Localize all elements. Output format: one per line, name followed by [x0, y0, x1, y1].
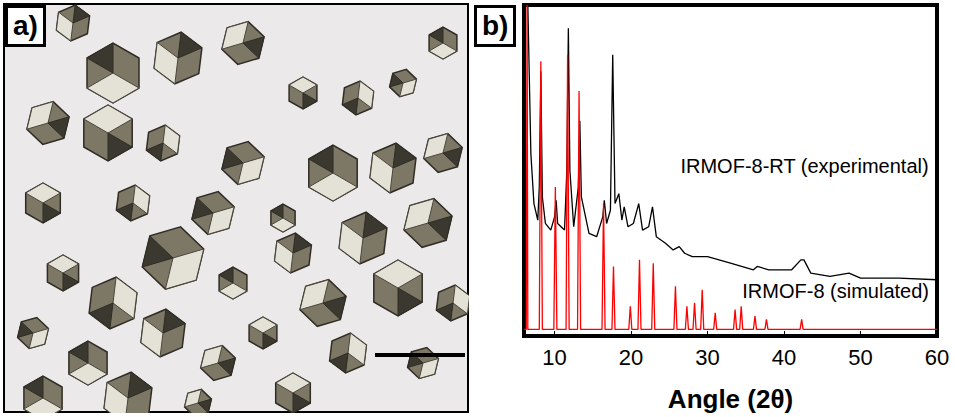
svg-text:40: 40 [772, 345, 796, 370]
svg-text:10: 10 [542, 345, 566, 370]
svg-text:IRMOF-8-RT (experimental): IRMOF-8-RT (experimental) [680, 155, 928, 177]
svg-text:IRMOF-8 (simulated): IRMOF-8 (simulated) [742, 280, 929, 302]
html-text:a): a) [13, 10, 38, 41]
html-text:b): b) [482, 10, 509, 41]
svg-text:60: 60 [925, 345, 949, 370]
svg-text:Angle (2θ): Angle (2θ) [668, 384, 793, 414]
svg-text:50: 50 [848, 345, 872, 370]
svg-text:20: 20 [619, 345, 643, 370]
svg-text:30: 30 [695, 345, 719, 370]
